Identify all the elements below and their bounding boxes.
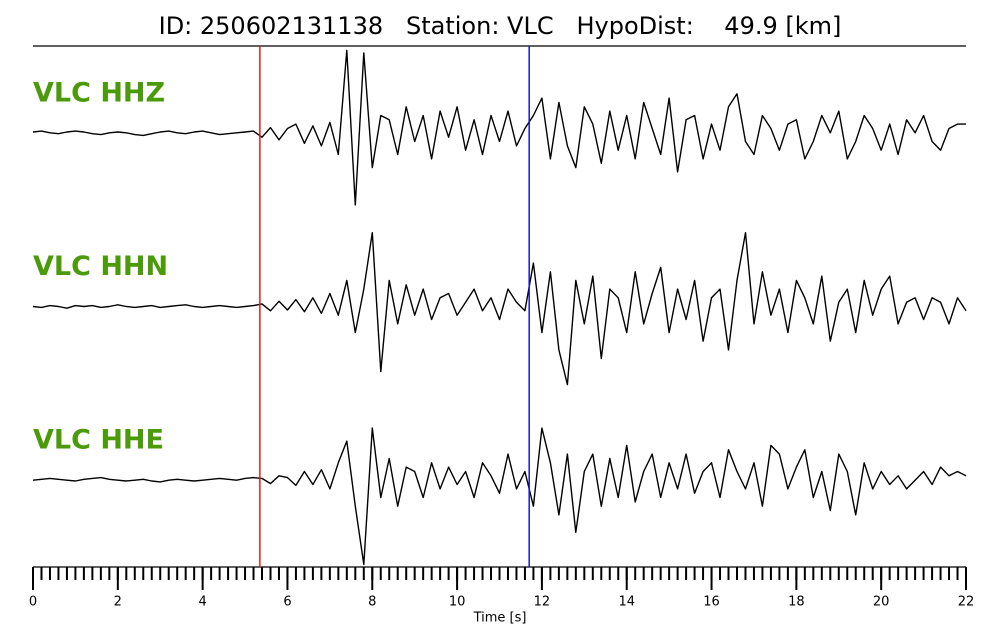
- x-tick-label: 18: [788, 595, 805, 610]
- waveform: [32, 49, 966, 206]
- x-tick-label: 16: [703, 595, 720, 610]
- waveform: [32, 427, 967, 566]
- x-tick-label: 12: [534, 595, 551, 610]
- x-axis-label: Time [s]: [473, 611, 527, 626]
- x-tick-label: 14: [618, 595, 635, 610]
- x-tick-label: 2: [114, 595, 122, 610]
- x-tick-label: 4: [198, 595, 206, 610]
- series-label: VLC HHN: [33, 251, 168, 282]
- x-tick-label: 0: [29, 595, 37, 610]
- x-tick-label: 10: [449, 595, 466, 610]
- series-label: VLC HHZ: [33, 77, 165, 108]
- chart-title: ID: 250602131138 Station: VLC HypoDist: …: [159, 12, 842, 40]
- waveform: [32, 231, 967, 386]
- series-label: VLC HHE: [33, 425, 164, 456]
- x-tick-label: 6: [283, 595, 291, 610]
- x-tick-label: 22: [958, 595, 975, 610]
- x-tick-label: 8: [368, 595, 376, 610]
- x-tick-label: 20: [873, 595, 890, 610]
